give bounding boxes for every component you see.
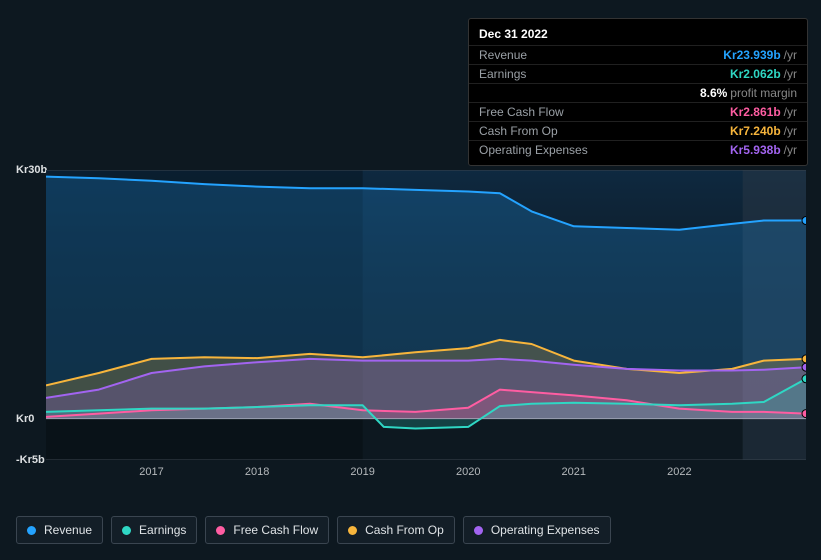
financials-chart[interactable]: Kr30b Kr0 -Kr5b 2017 2018 2019 2020 2021 2022 xyxy=(16,150,806,480)
tooltip-row: Cash From Op Kr7.240b/yr xyxy=(469,121,807,140)
x-axis-label: 2018 xyxy=(245,466,269,478)
legend-item-earnings[interactable]: Earnings xyxy=(111,516,197,544)
tooltip-row-value: Kr5.938b/yr xyxy=(730,143,797,157)
legend-label: Revenue xyxy=(44,523,92,537)
tooltip-row-value: Kr7.240b/yr xyxy=(730,124,797,138)
tooltip-row-value: Kr2.861b/yr xyxy=(730,105,797,119)
legend-swatch xyxy=(348,526,357,535)
legend-item-opex[interactable]: Operating Expenses xyxy=(463,516,611,544)
y-axis-label: Kr30b xyxy=(16,164,47,176)
legend-label: Earnings xyxy=(139,523,186,537)
y-axis-label: Kr0 xyxy=(16,413,34,425)
legend-label: Free Cash Flow xyxy=(233,523,318,537)
tooltip-row: Earnings Kr2.062b/yr xyxy=(469,64,807,83)
tooltip-row-value: Kr23.939b/yr xyxy=(723,48,797,62)
legend-swatch xyxy=(216,526,225,535)
tooltip-date: Dec 31 2022 xyxy=(469,25,807,45)
legend-label: Operating Expenses xyxy=(491,523,600,537)
legend-swatch xyxy=(27,526,36,535)
x-axis-label: 2019 xyxy=(350,466,374,478)
x-axis-label: 2020 xyxy=(456,466,480,478)
tooltip-row: Revenue Kr23.939b/yr xyxy=(469,45,807,64)
endpoint-marker-fcf[interactable] xyxy=(802,410,806,418)
legend-item-revenue[interactable]: Revenue xyxy=(16,516,103,544)
tooltip-row-value: Kr2.062b/yr xyxy=(730,67,797,81)
legend-label: Cash From Op xyxy=(365,523,444,537)
tooltip-row: 8.6%profit margin xyxy=(469,83,807,102)
endpoint-marker-earnings[interactable] xyxy=(802,375,806,383)
chart-legend: Revenue Earnings Free Cash Flow Cash From O… xyxy=(16,516,611,544)
tooltip-row: Free Cash Flow Kr2.861b/yr xyxy=(469,102,807,121)
endpoint-marker-revenue[interactable] xyxy=(802,217,806,225)
x-axis-label: 2022 xyxy=(667,466,691,478)
legend-item-fcf[interactable]: Free Cash Flow xyxy=(205,516,329,544)
tooltip-row-label: Revenue xyxy=(479,48,527,62)
chart-plot-area[interactable] xyxy=(46,170,806,460)
legend-swatch xyxy=(474,526,483,535)
chart-tooltip: Dec 31 2022 Revenue Kr23.939b/yr Earnings K… xyxy=(468,18,808,166)
endpoint-marker-cfo[interactable] xyxy=(802,355,806,363)
endpoint-marker-opex[interactable] xyxy=(802,363,806,371)
x-axis-label: 2021 xyxy=(562,466,586,478)
tooltip-row-label: Operating Expenses xyxy=(479,143,588,157)
tooltip-row-value: 8.6%profit margin xyxy=(700,86,797,100)
tooltip-row-label: Earnings xyxy=(479,67,526,81)
tooltip-row: Operating Expenses Kr5.938b/yr xyxy=(469,140,807,159)
tooltip-row-label: Free Cash Flow xyxy=(479,105,564,119)
y-axis-label: -Kr5b xyxy=(16,454,45,466)
tooltip-row-label: Cash From Op xyxy=(479,124,558,138)
legend-swatch xyxy=(122,526,131,535)
legend-item-cfo[interactable]: Cash From Op xyxy=(337,516,455,544)
x-axis-label: 2017 xyxy=(139,466,163,478)
